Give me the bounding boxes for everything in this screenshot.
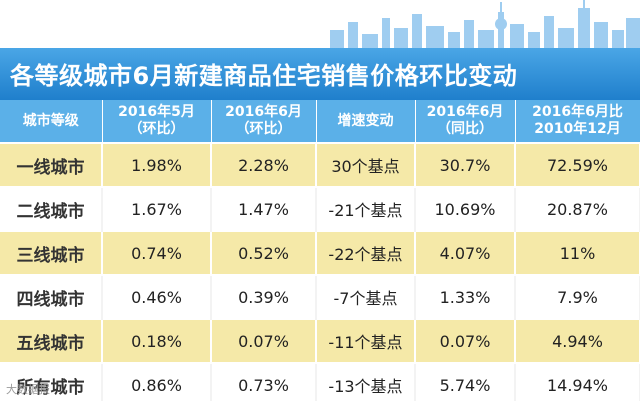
city-tier-cell: 所有城市 [0, 362, 103, 401]
value-cell: 30.7% [415, 142, 516, 187]
table-row: 二线城市 1.67% 1.47% -21个基点 10.69% 20.87% [0, 186, 640, 231]
table-row: 五线城市 0.18% 0.07% -11个基点 0.07% 4.94% [0, 318, 640, 363]
value-cell: 10.69% [415, 186, 516, 231]
value-cell: 72.59% [515, 142, 640, 187]
table-row: 四线城市 0.46% 0.39% -7个基点 1.33% 7.9% [0, 274, 640, 319]
column-header: 城市等级 [0, 100, 103, 143]
city-tier-cell: 三线城市 [0, 230, 103, 275]
city-tier-cell: 五线城市 [0, 318, 103, 363]
value-cell: 14.94% [515, 362, 640, 401]
value-cell: 0.07% [415, 318, 516, 363]
value-cell: 0.07% [211, 318, 317, 363]
table-row: 一线城市 1.98% 2.28% 30个基点 30.7% 72.59% [0, 142, 640, 187]
value-cell: 1.67% [102, 186, 212, 231]
table-body: 一线城市 1.98% 2.28% 30个基点 30.7% 72.59% 二线城市 1.67% 1… [0, 142, 640, 401]
price-change-table: 城市等级 2016年5月 （环比） 2016年6月 （环比） 增速变动 2016年6月 … [0, 100, 640, 401]
value-cell: 11% [515, 230, 640, 275]
value-cell: 0.86% [102, 362, 212, 401]
value-cell: 20.87% [515, 186, 640, 231]
value-cell: -22个基点 [316, 230, 416, 275]
column-header: 2016年6月 （环比） [211, 100, 317, 143]
table-row: 三线城市 0.74% 0.52% -22个基点 4.07% 11% [0, 230, 640, 275]
city-tier-cell: 二线城市 [0, 186, 103, 231]
city-tier-cell: 一线城市 [0, 142, 103, 187]
title-bar: 各等级城市6月新建商品住宅销售价格环比变动 [0, 48, 640, 100]
value-cell: 1.98% [102, 142, 212, 187]
column-header: 2016年5月 （环比） [102, 100, 212, 143]
chart-title: 各等级城市6月新建商品住宅销售价格环比变动 [10, 62, 518, 90]
value-cell: 30个基点 [316, 142, 416, 187]
table-row: 所有城市 0.86% 0.73% -13个基点 5.74% 14.94% [0, 362, 640, 401]
city-tier-cell: 四线城市 [0, 274, 103, 319]
value-cell: -11个基点 [316, 318, 416, 363]
value-cell: 1.47% [211, 186, 317, 231]
value-cell: 0.73% [211, 362, 317, 401]
column-header: 2016年6月比 2010年12月 [515, 100, 640, 143]
column-header: 2016年6月 （同比） [415, 100, 516, 143]
value-cell: -13个基点 [316, 362, 416, 401]
value-cell: 5.74% [415, 362, 516, 401]
value-cell: -21个基点 [316, 186, 416, 231]
value-cell: 0.46% [102, 274, 212, 319]
value-cell: 4.07% [415, 230, 516, 275]
value-cell: 4.94% [515, 318, 640, 363]
value-cell: 0.52% [211, 230, 317, 275]
value-cell: 0.39% [211, 274, 317, 319]
column-header: 增速变动 [316, 100, 416, 143]
source-watermark: 大数据报 [6, 383, 50, 396]
value-cell: -7个基点 [316, 274, 416, 319]
table-header-row: 城市等级 2016年5月 （环比） 2016年6月 （环比） 增速变动 2016年6月 … [0, 100, 640, 143]
value-cell: 0.74% [102, 230, 212, 275]
value-cell: 1.33% [415, 274, 516, 319]
value-cell: 2.28% [211, 142, 317, 187]
value-cell: 0.18% [102, 318, 212, 363]
value-cell: 7.9% [515, 274, 640, 319]
